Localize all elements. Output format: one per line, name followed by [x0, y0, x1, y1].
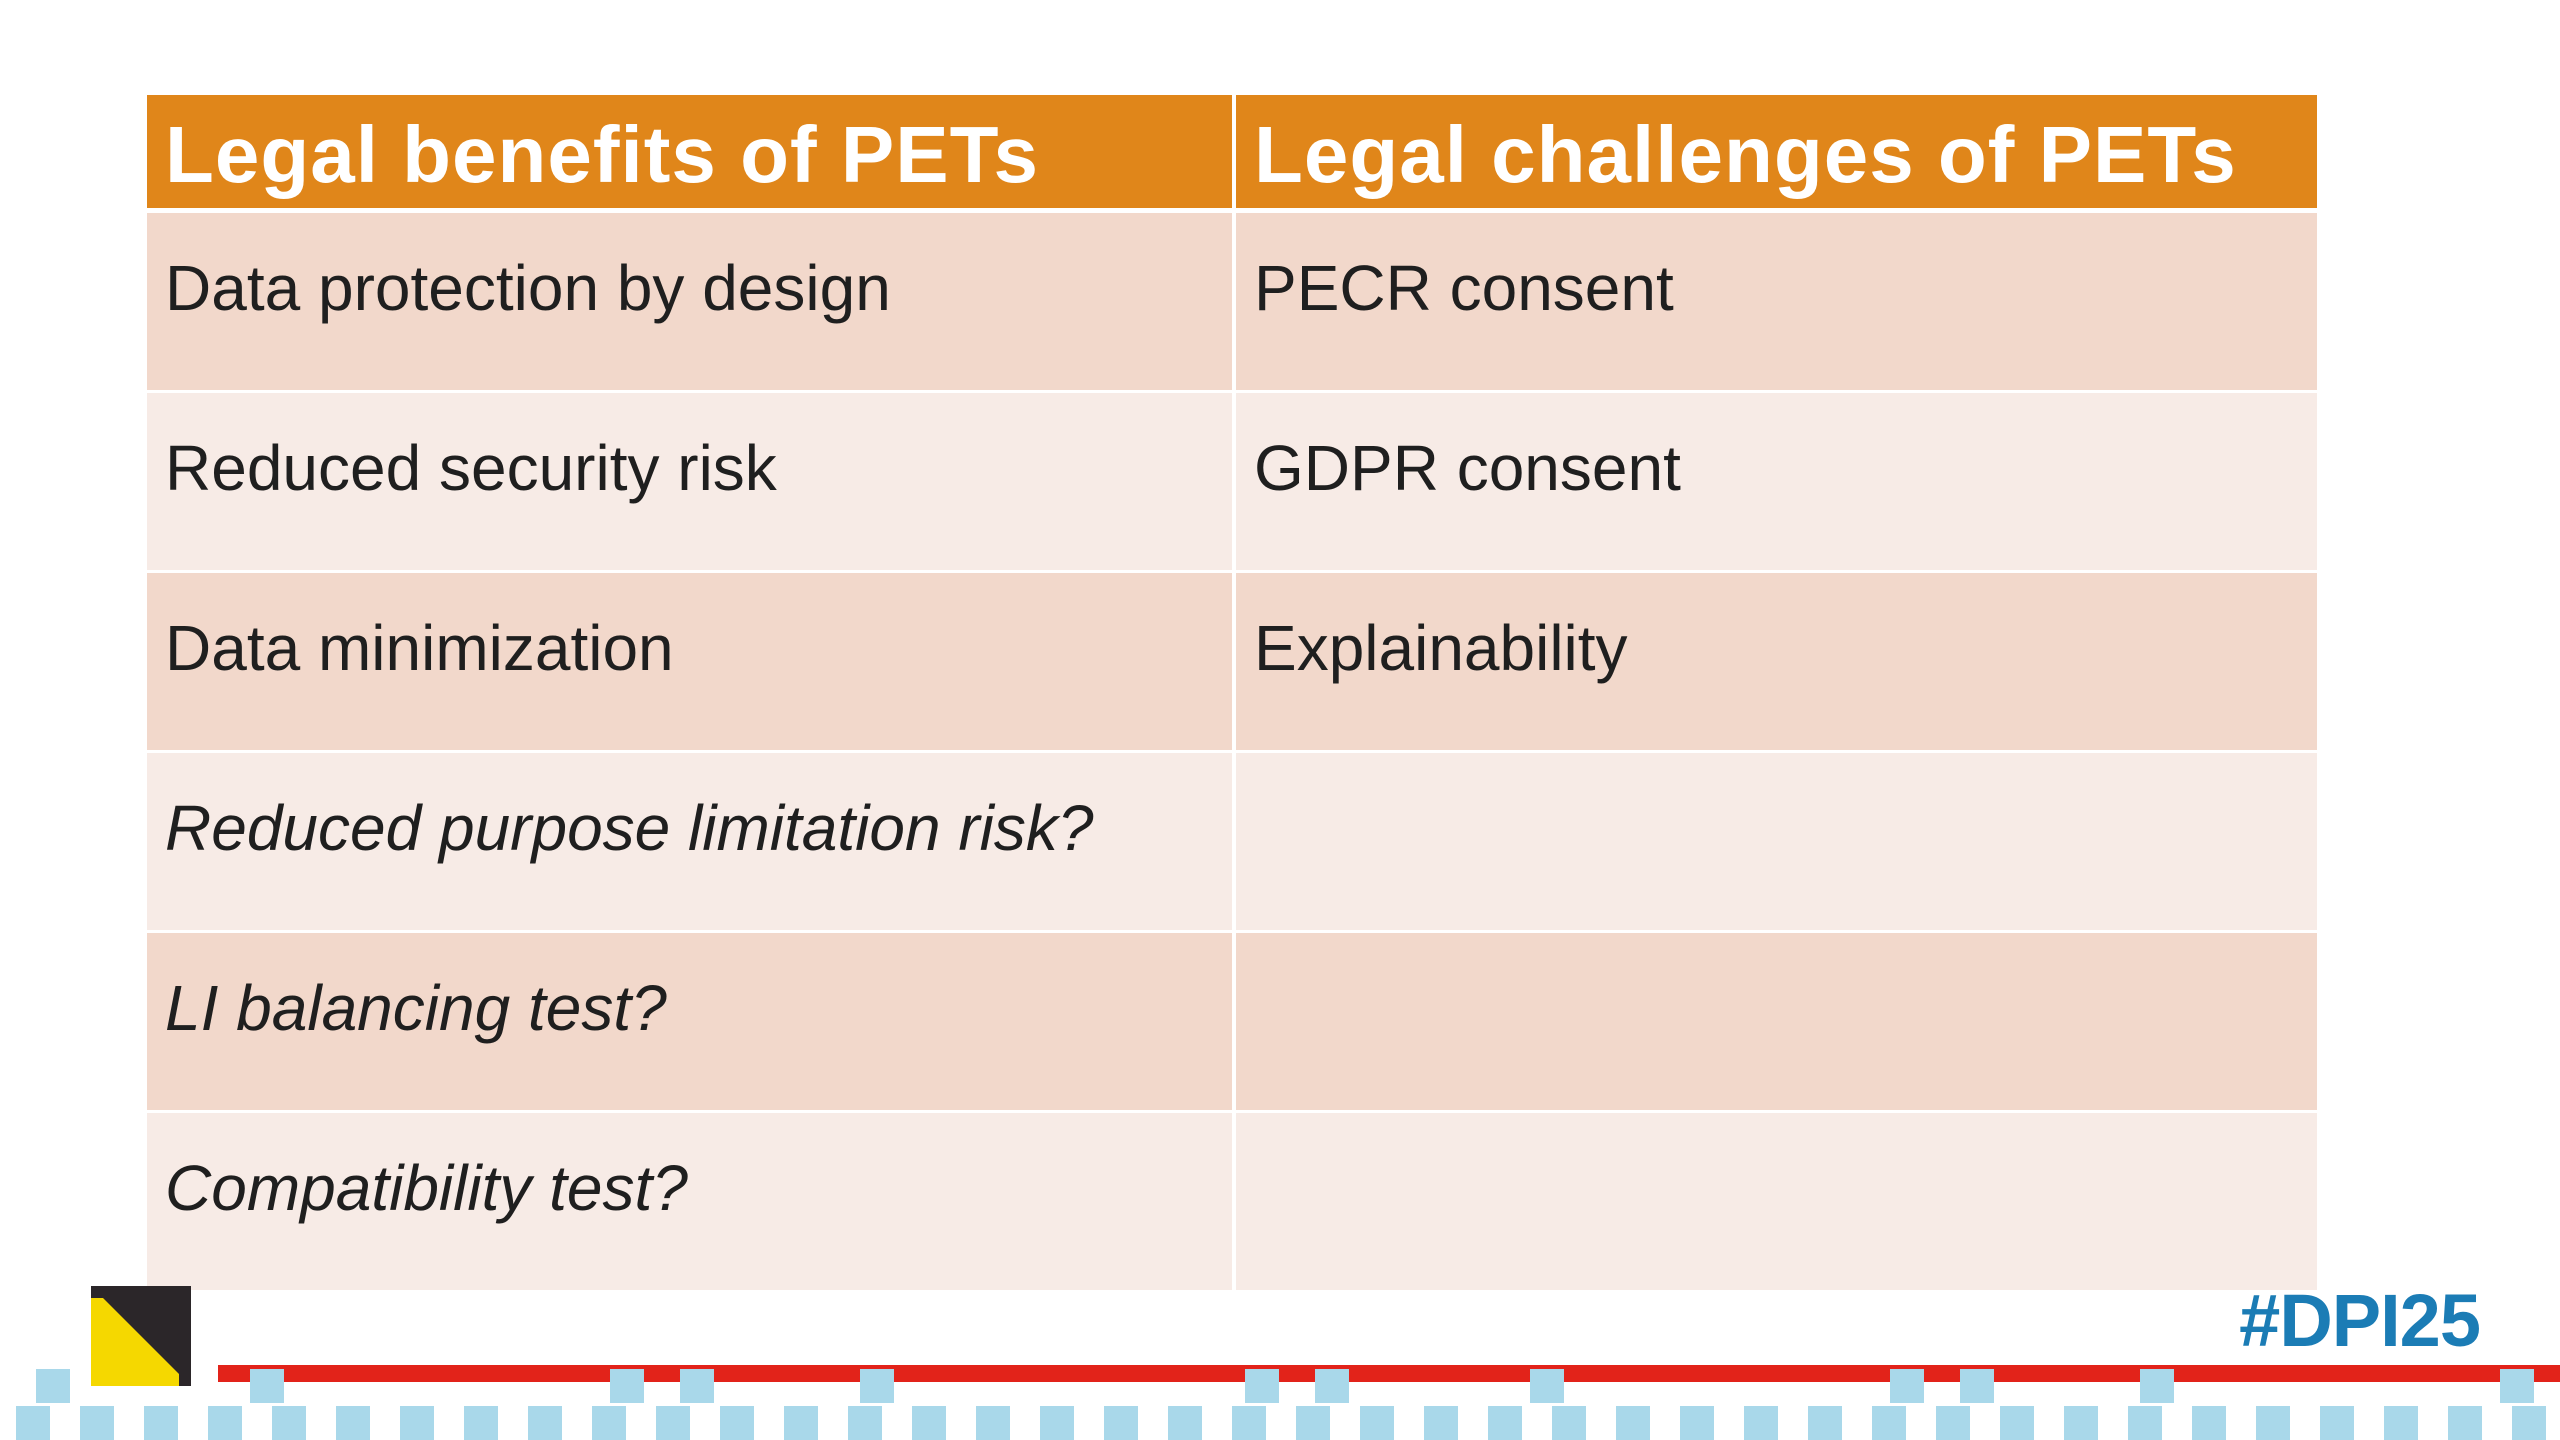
- benefit-cell: Compatibility test?: [147, 1113, 1232, 1293]
- pets-table: Legal benefits of PETs Legal challenges …: [147, 95, 2317, 1293]
- table-row: Data minimization Explainability: [147, 573, 2317, 753]
- pixel-pattern-decoration: [16, 1369, 2546, 1440]
- challenge-cell: PECR consent: [1232, 213, 2317, 393]
- challenge-cell: Explainability: [1232, 573, 2317, 753]
- event-hashtag: #DPI25: [2239, 1279, 2481, 1362]
- challenge-cell: GDPR consent: [1232, 393, 2317, 573]
- benefit-cell: Data minimization: [147, 573, 1232, 753]
- table-row: Compatibility test?: [147, 1113, 2317, 1293]
- benefit-cell: Reduced security risk: [147, 393, 1232, 573]
- challenge-cell: [1232, 753, 2317, 933]
- table-row: LI balancing test?: [147, 933, 2317, 1113]
- table-row: Reduced security risk GDPR consent: [147, 393, 2317, 573]
- table-row: Reduced purpose limitation risk?: [147, 753, 2317, 933]
- benefit-cell: Data protection by design: [147, 213, 1232, 393]
- header-challenges: Legal challenges of PETs: [1232, 95, 2317, 213]
- challenge-cell: [1232, 1113, 2317, 1293]
- table-row: Data protection by design PECR consent: [147, 213, 2317, 393]
- triangle-square-logo-icon: [91, 1286, 191, 1386]
- header-benefits: Legal benefits of PETs: [147, 95, 1232, 213]
- benefit-cell: LI balancing test?: [147, 933, 1232, 1113]
- table-header-row: Legal benefits of PETs Legal challenges …: [147, 95, 2317, 213]
- challenge-cell: [1232, 933, 2317, 1113]
- benefit-cell: Reduced purpose limitation risk?: [147, 753, 1232, 933]
